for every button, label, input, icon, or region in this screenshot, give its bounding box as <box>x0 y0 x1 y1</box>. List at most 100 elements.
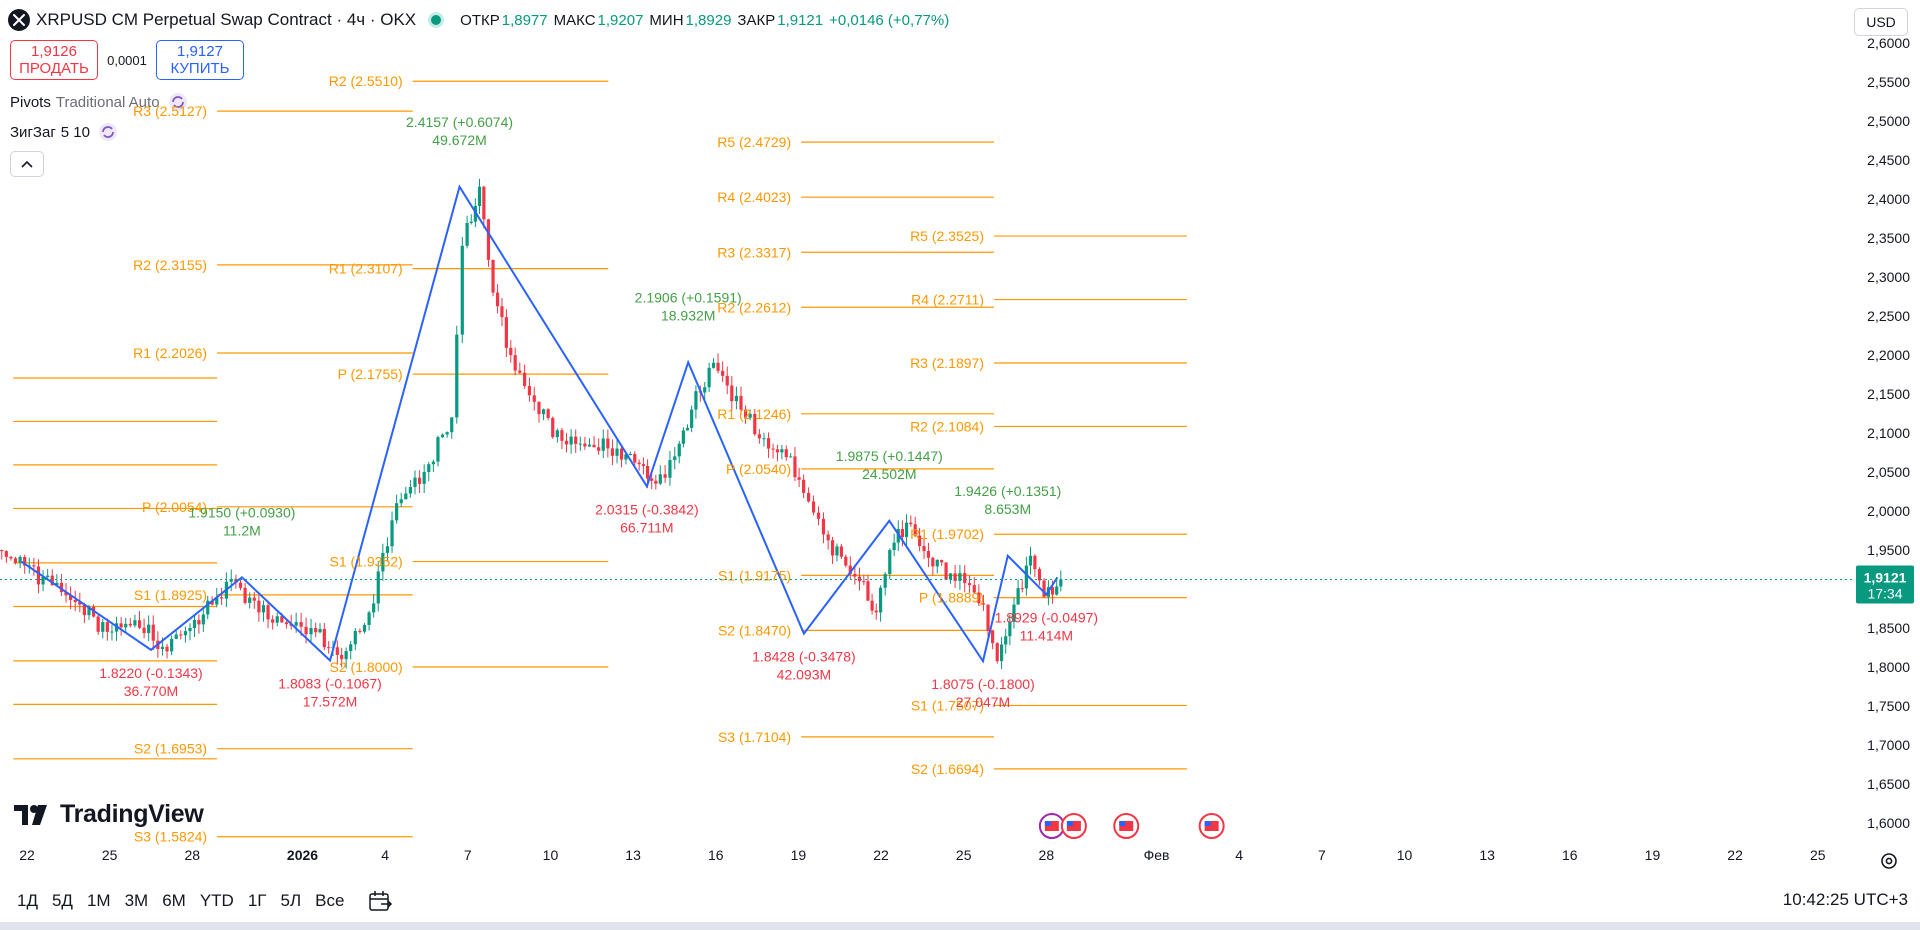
candle-body <box>504 317 508 348</box>
zigzag-label: 8.653M <box>984 501 1031 517</box>
us-flag-canton <box>1119 821 1126 826</box>
range-button[interactable]: 1Д <box>17 891 38 910</box>
range-button[interactable]: 5Д <box>51 891 73 910</box>
us-flag-canton <box>1204 821 1211 826</box>
settings-gear-icon[interactable] <box>1878 850 1900 872</box>
tradingview-logo[interactable]: TradingView <box>14 800 204 829</box>
candle-body <box>491 259 495 293</box>
candle-body <box>376 571 380 604</box>
x-tick-label: 28 <box>1039 847 1055 863</box>
pivot-label: S1 (1.9175) <box>718 567 791 583</box>
collapse-legend-button[interactable] <box>10 151 44 177</box>
candle-layer <box>0 178 1063 669</box>
candle-body <box>953 573 957 581</box>
zigzag-label: 11.414M <box>1020 628 1073 644</box>
y-tick-label: 2,1500 <box>1867 386 1910 402</box>
candle-body <box>844 556 848 566</box>
range-button[interactable]: YTD <box>199 891 234 910</box>
currency-selector[interactable]: USD <box>1854 8 1908 36</box>
candle-body <box>721 370 725 376</box>
buy-price: 1,9127 <box>177 43 223 60</box>
candle-body <box>730 385 734 402</box>
candle-body <box>806 492 811 502</box>
candle-body <box>372 603 376 613</box>
symbol-title[interactable]: XRPUSD CM Perpetual Swap Contract · 4ч ·… <box>36 10 417 29</box>
zigzag-label: 27.047M <box>956 694 1010 710</box>
x-tick-label: Фев <box>1144 847 1170 863</box>
y-tick-label: 2,0000 <box>1867 503 1910 519</box>
range-button[interactable]: 3М <box>124 891 149 910</box>
candle-body <box>663 474 667 478</box>
candle-body <box>275 616 279 623</box>
event-layer <box>1038 813 1225 839</box>
pivot-label: R5 (2.4729) <box>717 134 791 150</box>
candle-body <box>9 556 13 559</box>
candle-body <box>309 628 313 635</box>
candle-body <box>69 595 73 600</box>
legend-zigzag[interactable]: ЗигЗаг 5 10 <box>10 122 118 142</box>
xrp-logo-icon[interactable] <box>8 9 30 31</box>
candle-body <box>1004 636 1008 645</box>
sell-button[interactable]: 1,9126 ПРОДАТЬ <box>10 40 98 80</box>
x-tick-label: 10 <box>1397 847 1413 863</box>
x-tick-label: 19 <box>1645 847 1661 863</box>
candle-body <box>909 522 913 525</box>
label-layer: R3 (2.5127) R2 (2.3155) R1 (2.2026) P (2.00… <box>99 73 1098 845</box>
candle-body <box>1020 588 1024 590</box>
candle-body <box>766 438 771 449</box>
low-label: МИН <box>649 11 684 29</box>
candle-body <box>918 535 922 547</box>
candle-body <box>583 443 587 447</box>
range-button[interactable]: Все <box>315 891 345 910</box>
candle-body <box>610 448 615 456</box>
y-tick-label: 2,4000 <box>1867 191 1910 207</box>
pivot-label: P (2.0540) <box>726 461 791 477</box>
us-flag-icon <box>1119 821 1134 831</box>
pivot-label: R3 (2.3317) <box>717 244 791 260</box>
date-range-button[interactable] <box>365 888 395 914</box>
range-button[interactable]: 1Г <box>247 891 267 910</box>
clock-timezone[interactable]: 10:42:25 UTC+3 <box>1782 890 1908 909</box>
candle-body <box>1028 555 1033 566</box>
candle-body <box>963 573 967 584</box>
candle-body <box>229 578 233 582</box>
candle-body <box>900 529 905 537</box>
last-price-tag <box>1856 565 1914 604</box>
pivot-label: S2 (1.6694) <box>911 761 984 777</box>
candle-body <box>50 575 54 586</box>
zigzag-label: 1.8075 (-0.1800) <box>931 676 1035 692</box>
candle-body <box>294 622 298 626</box>
pivot-label: P (1.8889) <box>919 590 984 606</box>
x-tick-label: 22 <box>873 847 889 863</box>
pivot-label: R2 (2.3155) <box>133 257 207 273</box>
candle-body <box>147 624 151 634</box>
pivot-label: S3 (1.5824) <box>134 829 207 845</box>
candle-body <box>41 577 45 585</box>
x-tick-label: 13 <box>1479 847 1495 863</box>
candle-body <box>797 477 801 480</box>
range-button[interactable]: 1М <box>86 891 111 910</box>
candle-body <box>349 644 353 652</box>
candle-body <box>606 438 610 449</box>
candle-body <box>958 573 962 581</box>
candle-body <box>780 449 784 453</box>
zigzag-label: 66.711M <box>620 519 673 535</box>
pivot-label: R1 (1.9702) <box>910 526 984 542</box>
zigzag-label: 1.8929 (-0.0497) <box>995 610 1099 626</box>
candle-body <box>578 443 582 445</box>
candle-body <box>188 628 192 632</box>
x-tick-label: 28 <box>185 847 201 863</box>
bar-countdown: 17:34 <box>1867 586 1902 602</box>
range-button[interactable]: 6М <box>162 891 186 910</box>
price-chart[interactable]: R3 (2.5127) R2 (2.3155) R1 (2.2026) P (2.00… <box>0 0 1920 880</box>
candle-body <box>422 472 426 484</box>
candle-body <box>690 409 694 428</box>
legend-pivots[interactable]: Pivots Traditional Auto <box>10 92 188 112</box>
buy-button[interactable]: 1,9127 КУПИТЬ <box>156 40 244 80</box>
y-tick-label: 1,7500 <box>1867 698 1910 714</box>
us-flag-canton <box>1044 821 1051 826</box>
candle-body <box>888 550 892 575</box>
candle-body <box>1024 565 1028 589</box>
market-open-indicator <box>428 12 445 28</box>
range-button[interactable]: 5Л <box>280 891 302 910</box>
